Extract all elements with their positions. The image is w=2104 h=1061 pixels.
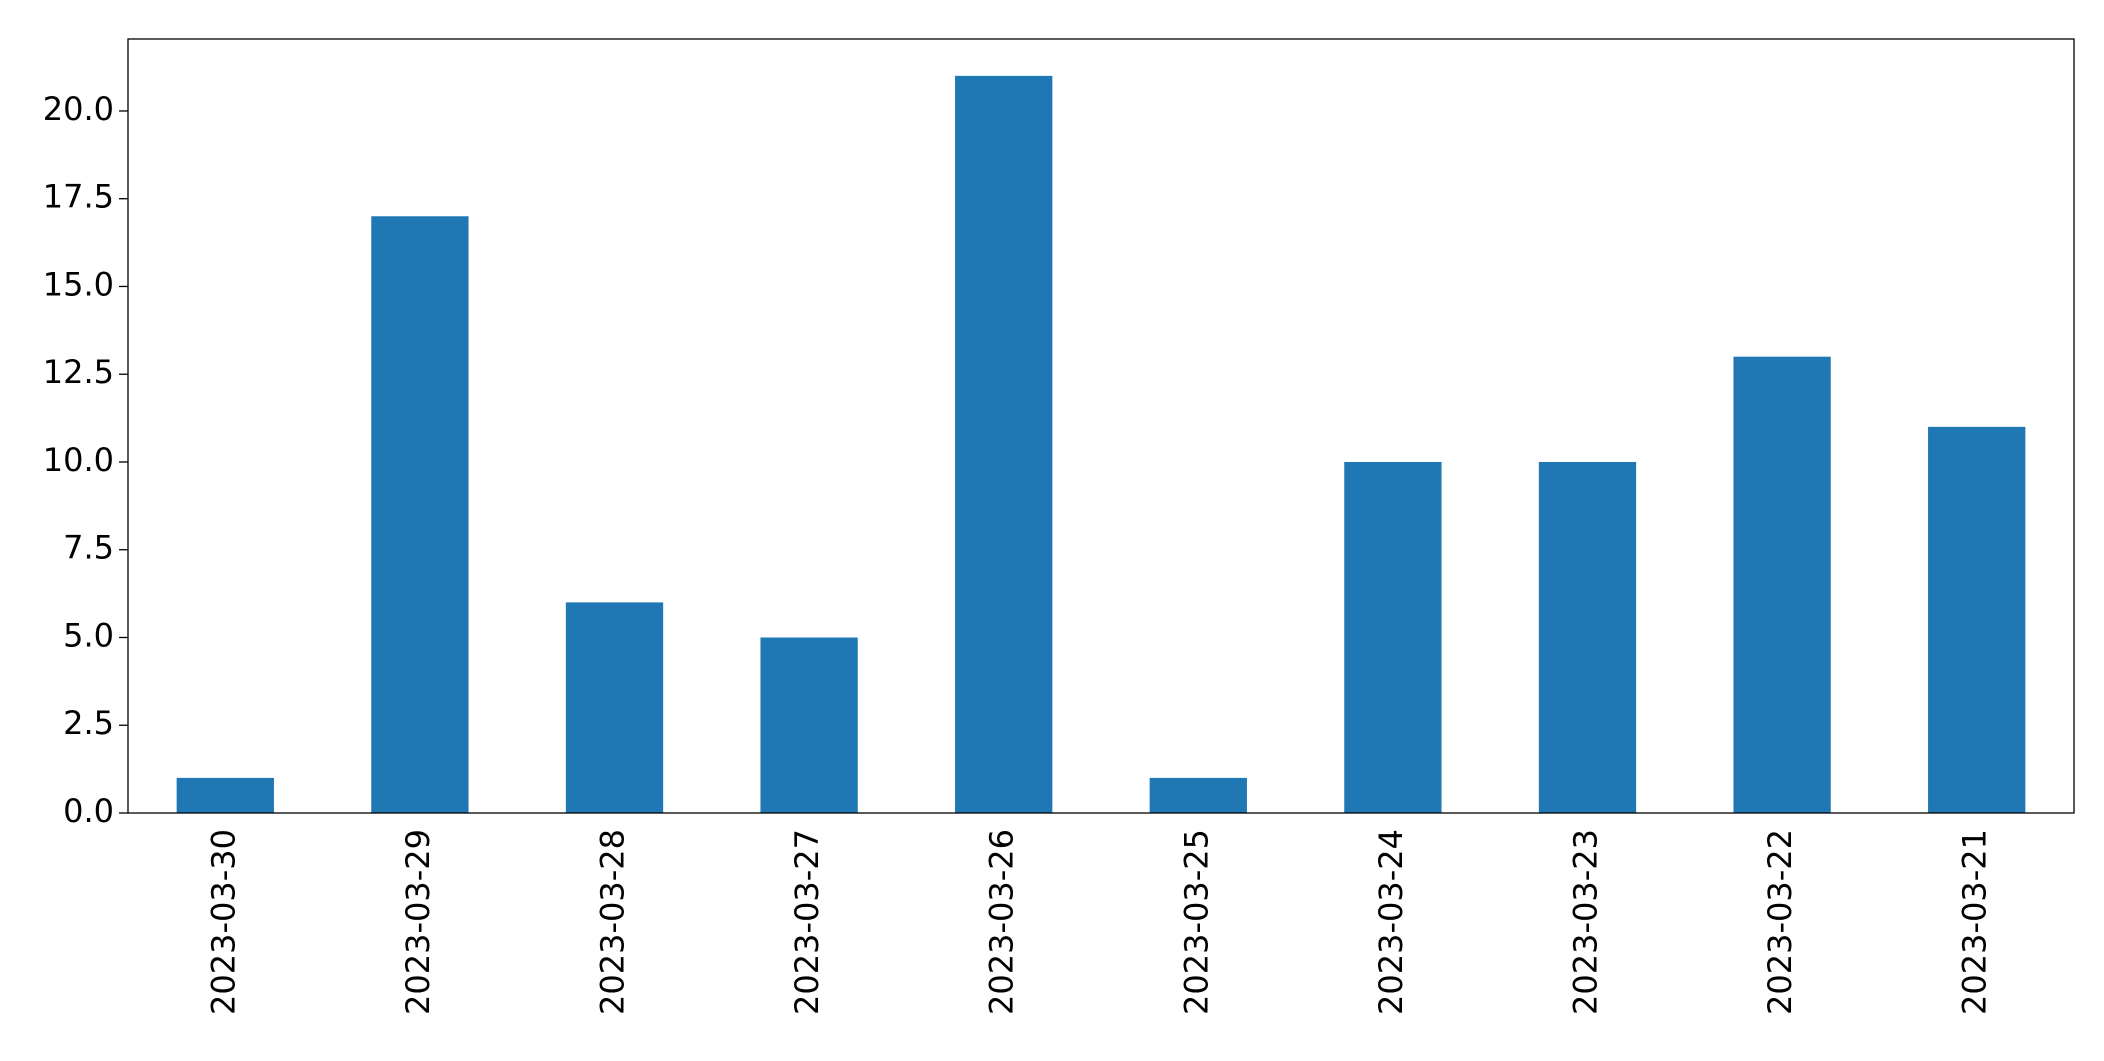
x-tick-label: 2023-03-24 bbox=[1372, 829, 1410, 1015]
y-tick-label: 10.0 bbox=[43, 441, 114, 479]
bar bbox=[565, 602, 664, 813]
y-tick-label: 20.0 bbox=[43, 90, 114, 128]
bar bbox=[1928, 426, 2026, 813]
bar bbox=[955, 75, 1053, 814]
bar bbox=[1149, 777, 1247, 813]
bar bbox=[1538, 461, 1637, 813]
x-tick-label: 2023-03-23 bbox=[1567, 829, 1605, 1015]
bar bbox=[1733, 356, 1831, 813]
bar bbox=[760, 637, 858, 813]
y-tick-label: 7.5 bbox=[63, 529, 114, 567]
x-tick-label: 2023-03-26 bbox=[983, 829, 1021, 1015]
x-tick-label: 2023-03-29 bbox=[399, 829, 437, 1015]
y-tick-label: 15.0 bbox=[43, 265, 114, 303]
x-tick-label: 2023-03-25 bbox=[1177, 829, 1215, 1015]
axes-frame bbox=[127, 38, 2075, 814]
bar bbox=[176, 777, 274, 813]
y-tick-label: 5.0 bbox=[63, 616, 114, 654]
x-tick-label: 2023-03-27 bbox=[788, 829, 826, 1015]
x-tick-label: 2023-03-30 bbox=[204, 829, 242, 1015]
bar bbox=[371, 216, 469, 813]
bar bbox=[1344, 461, 1442, 813]
y-tick-label: 2.5 bbox=[63, 704, 114, 742]
x-tick-label: 2023-03-22 bbox=[1761, 829, 1799, 1015]
x-tick-label: 2023-03-28 bbox=[594, 829, 632, 1015]
x-tick-label: 2023-03-21 bbox=[1956, 829, 1994, 1015]
y-tick-label: 17.5 bbox=[43, 178, 114, 216]
y-tick-label: 0.0 bbox=[63, 792, 114, 830]
y-tick-label: 12.5 bbox=[43, 353, 114, 391]
